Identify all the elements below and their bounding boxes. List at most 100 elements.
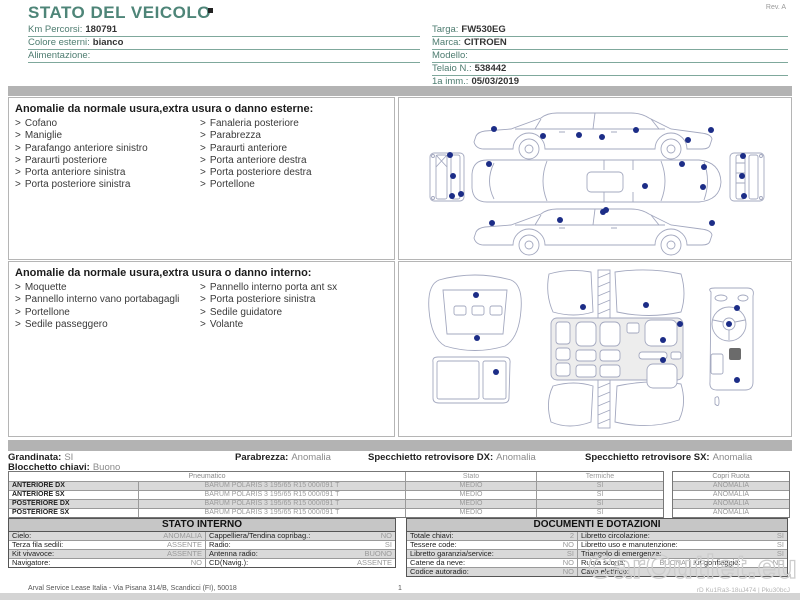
table-row: Tessere code: NO Libretto uso e manutenzi…: [407, 540, 787, 549]
list-item: > Sedile passeggero: [15, 318, 108, 330]
damage-dot: [449, 193, 455, 199]
table-cell: ANOMALIA: [673, 508, 789, 517]
caroutlet-watermark: CarOutlet.eu: [587, 547, 798, 585]
car-side-view-top: [473, 112, 713, 160]
list-item: > Cofano: [15, 118, 58, 129]
car-top-view: [471, 159, 722, 203]
field-km-percorsi: Km Percorsi: 180791: [28, 24, 420, 37]
copri-ruota-table: Copri Ruota ANOMALIA ANOMALIA ANOMALIA A…: [672, 471, 790, 518]
damage-dot: [726, 321, 732, 327]
exterior-anomalies-col-left: > Cofano > Maniglie > Parafango anteriore s…: [15, 118, 200, 192]
damage-dot: [489, 220, 495, 226]
table-row: ANTERIORE SX BARUM POLARIS 3 195/65 R15 …: [9, 490, 663, 499]
damage-dot: [491, 126, 497, 132]
damage-dot: [685, 137, 691, 143]
damage-dot: [660, 357, 666, 363]
damage-dot: [643, 302, 649, 308]
table-cell: ANOMALIA: [673, 481, 789, 490]
field-parabrezza: Parabrezza: Anomalia: [235, 452, 331, 463]
damage-dot: [540, 133, 546, 139]
table-row: Totale chiavi: 2 Libretto circolazione: SI: [407, 532, 787, 540]
table-row: ANTERIORE DX BARUM POLARIS 3 195/65 R15 …: [9, 481, 663, 490]
exterior-anomalies-title: Anomalie da normale usura,extra usura o …: [15, 103, 314, 115]
tires-table-header: Pneumatico Stato Termiche: [9, 472, 663, 481]
table-row: Cielo: ANOMALIA Cappelliera/Tendina copri…: [9, 532, 395, 540]
document-id: rD Ku1Ra3-18uJ474 | Pku30bcJ: [696, 587, 790, 594]
list-item: > Fanaleria posteriore: [200, 118, 299, 129]
table-row: POSTERIORE DX BARUM POLARIS 3 195/65 R15…: [9, 499, 663, 508]
interior-anomalies-box: Anomalie da normale usura,extra usura o …: [8, 261, 395, 437]
page-title: STATO DEL VEICOLO: [28, 3, 211, 22]
list-item: > Porta posteriore sinistra: [15, 179, 131, 191]
list-item: > Porta anteriore destra: [200, 154, 307, 166]
stato-interno-title: STATO INTERNO: [9, 519, 395, 532]
damage-dot: [660, 337, 666, 343]
table-row: Kit vivavoce: ASSENTE Antenna radio: BUONO: [9, 549, 395, 558]
field-modello: Modello:: [432, 50, 788, 63]
field-targa: Targa: FW530EG: [432, 24, 788, 37]
section-divider-bar: [8, 440, 792, 451]
table-cell: ANOMALIA: [673, 499, 789, 508]
damage-dot: [450, 173, 456, 179]
field-grandinata: Grandinata: SI: [8, 452, 74, 463]
vehicle-info-left: Km Percorsi: 180791 Colore esterni: bianco…: [28, 24, 420, 63]
exterior-diagram-box: [398, 97, 792, 260]
field-blocchetto-chiavi: Blocchetto chiavi: Buono: [8, 462, 121, 473]
interior-damage-diagram: [428, 269, 754, 429]
damage-dot: [739, 173, 745, 179]
page-number: 1: [398, 585, 402, 592]
column-header-copri-ruota: Copri Ruota: [712, 473, 750, 480]
damage-dot: [603, 207, 609, 213]
tires-table: Pneumatico Stato Termiche ANTERIORE DX B…: [8, 471, 664, 518]
list-item: > Volante: [200, 318, 244, 330]
list-item: > Sedile guidatore: [200, 306, 283, 318]
list-item: > Pannello interno vano portabagagli: [15, 294, 180, 306]
list-item: > Moquette: [15, 282, 67, 293]
title-marker-square: [208, 8, 213, 13]
table-row: Catene da neve: NO Ruota scorta: BUONA Kit…: [407, 558, 787, 567]
exterior-anomalies-col-right: > Fanaleria posteriore > Parabrezza > Parau…: [200, 118, 385, 192]
list-item: > Parabrezza: [200, 130, 261, 142]
column-header-termiche: Termiche: [536, 472, 663, 481]
damage-dot: [734, 377, 740, 383]
table-row: Terza fila sedili: ASSENTE Radio: SI: [9, 540, 395, 549]
table-row: Codice autoradio: NO Cavo elettrico:: [407, 567, 787, 576]
footer-address: Arval Service Lease Italia - Via Pisana …: [28, 585, 237, 592]
field-alimentazione: Alimentazione:: [28, 50, 420, 63]
damage-dot: [642, 183, 648, 189]
damage-dot: [741, 193, 747, 199]
stato-interno-table: STATO INTERNO Cielo: ANOMALIA Cappelliera…: [8, 518, 396, 568]
damage-dot: [701, 164, 707, 170]
table-row: POSTERIORE SX BARUM POLARIS 3 195/65 R15…: [9, 508, 663, 517]
cabin-floor-view: [547, 269, 685, 429]
list-item: > Maniglie: [15, 130, 63, 142]
field-marca: Marca: CITROEN: [432, 37, 788, 50]
damage-dot: [458, 191, 464, 197]
damage-dot: [734, 305, 740, 311]
damage-dot: [493, 369, 499, 375]
list-item: > Paraurti anteriore: [200, 142, 288, 154]
exterior-damage-diagram: [429, 112, 765, 256]
damage-dot: [557, 217, 563, 223]
list-item: > Pannello interno porta ant sx: [200, 282, 338, 293]
exterior-anomalies-columns: > Cofano > Maniglie > Parafango anteriore s…: [9, 118, 394, 192]
exterior-anomalies-box: Anomalie da normale usura,extra usura o …: [8, 97, 395, 260]
list-item: > Parafango anteriore sinistro: [15, 142, 148, 154]
damage-dot: [740, 153, 746, 159]
damage-dot: [599, 134, 605, 140]
car-side-view-bottom: [473, 208, 713, 256]
damage-dot: [473, 292, 479, 298]
table-row: Libretto garanzia/service: SI Triangolo d…: [407, 549, 787, 558]
interior-anomalies-col-right: > Pannello interno porta ant sx > Porta po…: [200, 282, 385, 331]
interior-anomalies-columns: > Moquette > Pannello interno vano portaba…: [9, 282, 394, 331]
revision-label: Rev. A: [765, 4, 786, 11]
documenti-dotazioni-table: DOCUMENTI E DOTAZIONI Totale chiavi: 2 Li…: [406, 518, 788, 577]
damage-dot: [677, 321, 683, 327]
damage-dot: [679, 161, 685, 167]
list-item: > Portellone: [200, 179, 255, 191]
dashboard-view: [709, 287, 754, 407]
field-specchietto-sx: Specchietto retrovisore SX: Anomalia: [585, 452, 753, 463]
car-rear-view: [729, 152, 765, 202]
column-header-stato: Stato: [405, 472, 536, 481]
section-divider-bar: [8, 86, 792, 96]
